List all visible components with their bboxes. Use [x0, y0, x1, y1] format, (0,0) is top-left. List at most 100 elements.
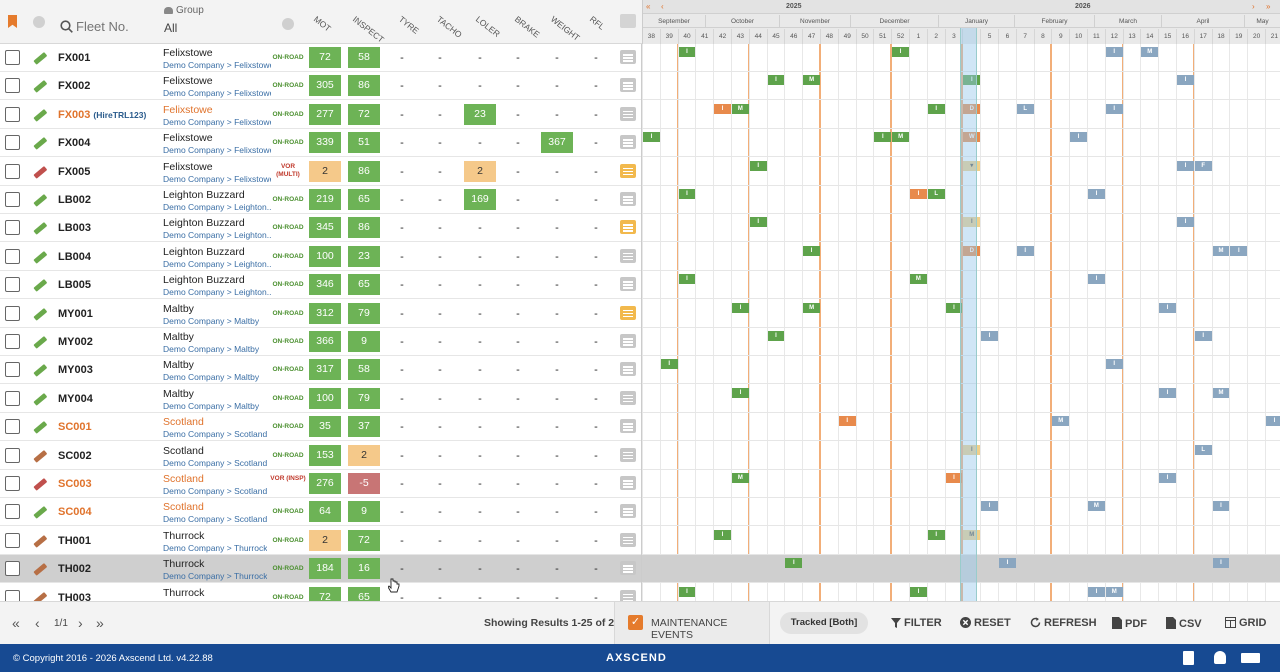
inspect-cell[interactable]: 58 — [348, 359, 380, 381]
mot-cell[interactable]: 366 — [309, 331, 341, 352]
mot-cell[interactable]: 277 — [309, 103, 341, 125]
rfl-cell[interactable]: - — [594, 534, 598, 547]
filter-button[interactable]: FILTER — [891, 617, 942, 629]
mot-cell[interactable]: 2 — [309, 160, 341, 182]
weight-cell[interactable]: - — [555, 52, 559, 64]
tacho-cell[interactable]: - — [438, 52, 442, 64]
brake-cell[interactable]: - — [516, 563, 520, 576]
inspect-cell[interactable]: 72 — [348, 103, 380, 125]
maintenance-event[interactable]: M — [732, 103, 749, 114]
maintenance-event[interactable]: I — [963, 444, 981, 455]
row-checkbox[interactable] — [5, 78, 20, 94]
maintenance-event[interactable]: I — [981, 501, 998, 512]
maintenance-event[interactable]: I — [1088, 586, 1105, 597]
mot-cell[interactable]: 339 — [309, 132, 341, 154]
weight-cell[interactable]: - — [555, 222, 559, 235]
rfl-cell[interactable]: - — [594, 506, 598, 519]
loler-cell[interactable]: - — [478, 392, 482, 405]
maintenance-event[interactable]: M — [1088, 501, 1105, 512]
maintenance-event[interactable]: I — [678, 586, 696, 597]
maintenance-event[interactable]: I — [678, 274, 696, 285]
last-page-icon[interactable]: » — [96, 615, 104, 631]
loler-cell[interactable]: - — [478, 563, 482, 576]
tyre-cell[interactable]: - — [400, 336, 404, 348]
weight-cell[interactable]: - — [555, 591, 559, 601]
maintenance-event[interactable]: M — [803, 302, 820, 313]
maintenance-event[interactable]: M — [963, 529, 981, 540]
inspect-cell[interactable]: 2 — [348, 444, 380, 466]
row-checkbox[interactable] — [5, 419, 20, 435]
loler-cell[interactable]: - — [478, 449, 482, 462]
brake-cell[interactable]: - — [516, 336, 520, 348]
maintenance-event[interactable]: D — [963, 103, 981, 114]
group-clear-icon[interactable] — [282, 18, 294, 30]
comment-icon[interactable] — [620, 561, 636, 576]
rfl-cell[interactable]: - — [594, 137, 598, 150]
loler-cell[interactable]: - — [478, 52, 482, 64]
timeline-next-icon[interactable]: » — [1266, 2, 1271, 11]
tacho-cell[interactable]: - — [438, 137, 442, 150]
comment-icon[interactable] — [620, 390, 636, 405]
maintenance-event[interactable]: I — [749, 217, 767, 228]
weight-cell[interactable]: - — [555, 108, 559, 121]
weight-cell[interactable]: - — [555, 478, 559, 490]
table-row[interactable]: SC001 Scotland Demo Company > Scotland ON-R… — [0, 413, 1280, 442]
tacho-cell[interactable]: - — [438, 250, 442, 263]
table-row[interactable]: MY004 Maltby Demo Company > Maltby ON-ROAD 1… — [0, 385, 1280, 413]
tacho-cell[interactable]: - — [438, 336, 442, 348]
tyre-cell[interactable]: - — [400, 279, 404, 292]
mot-cell[interactable]: 72 — [309, 586, 341, 601]
maintenance-event[interactable]: M — [1105, 586, 1123, 597]
reset-button[interactable]: RESET — [960, 617, 1011, 629]
tacho-cell[interactable]: - — [438, 421, 442, 434]
loler-cell[interactable]: - — [478, 307, 482, 320]
fleet-number[interactable]: SC004 — [58, 506, 92, 518]
maintenance-event[interactable]: M — [803, 75, 820, 86]
inspect-cell[interactable]: 58 — [348, 47, 380, 68]
tacho-cell[interactable]: - — [438, 591, 442, 601]
prev-page-icon[interactable]: ‹ — [35, 615, 40, 631]
tyre-cell[interactable]: - — [400, 534, 404, 547]
weight-cell[interactable]: - — [555, 421, 559, 434]
fleet-number[interactable]: FX001 — [58, 52, 90, 64]
row-checkbox[interactable] — [5, 362, 20, 378]
maintenance-event[interactable]: I — [1105, 359, 1123, 370]
comment-icon[interactable] — [620, 305, 636, 320]
tacho-cell[interactable]: - — [438, 534, 442, 547]
weight-cell[interactable]: - — [555, 534, 559, 547]
loler-cell[interactable]: - — [478, 80, 482, 93]
loler-cell[interactable]: 169 — [464, 189, 496, 210]
first-page-icon[interactable]: « — [12, 615, 20, 631]
rfl-cell[interactable]: - — [594, 165, 598, 178]
loler-cell[interactable]: - — [478, 478, 482, 490]
row-checkbox[interactable] — [5, 390, 20, 406]
table-row[interactable]: FX003 (HireTRL123) Felixstowe Demo Company … — [0, 101, 1280, 129]
maintenance-checkbox[interactable]: ✓ — [628, 615, 643, 630]
fleet-number[interactable]: MY002 — [58, 336, 93, 348]
table-row[interactable]: SC002 Scotland Demo Company > Scotland ON-R… — [0, 442, 1280, 470]
inspect-cell[interactable]: 9 — [348, 331, 380, 352]
maintenance-event[interactable]: I — [767, 331, 785, 341]
brake-cell[interactable]: - — [516, 449, 520, 462]
column-header-tyre[interactable]: TYRE — [396, 14, 421, 36]
row-checkbox[interactable] — [5, 476, 20, 491]
row-checkbox[interactable] — [5, 163, 20, 179]
group-select[interactable]: All — [164, 21, 178, 35]
table-row[interactable]: LB002 Leighton Buzzard Demo Company > Leig… — [0, 186, 1280, 214]
column-header-mot[interactable]: MOT — [311, 14, 333, 34]
mot-cell[interactable]: 312 — [309, 302, 341, 324]
fleet-number[interactable]: SC003 — [58, 478, 92, 490]
table-row[interactable]: SC004 Scotland Demo Company > Scotland ON-R… — [0, 498, 1280, 527]
brake-cell[interactable]: - — [516, 194, 520, 206]
fleet-number[interactable]: TH003 — [58, 592, 91, 601]
comment-icon[interactable] — [620, 163, 636, 178]
comment-icon[interactable] — [620, 106, 636, 121]
tyre-cell[interactable]: - — [400, 137, 404, 150]
loler-cell[interactable]: - — [478, 336, 482, 348]
rfl-cell[interactable]: - — [594, 80, 598, 93]
brake-cell[interactable]: - — [516, 478, 520, 490]
fleet-number[interactable]: LB003 — [58, 222, 91, 234]
maintenance-event[interactable]: I — [1088, 189, 1105, 199]
brake-cell[interactable]: - — [516, 279, 520, 292]
